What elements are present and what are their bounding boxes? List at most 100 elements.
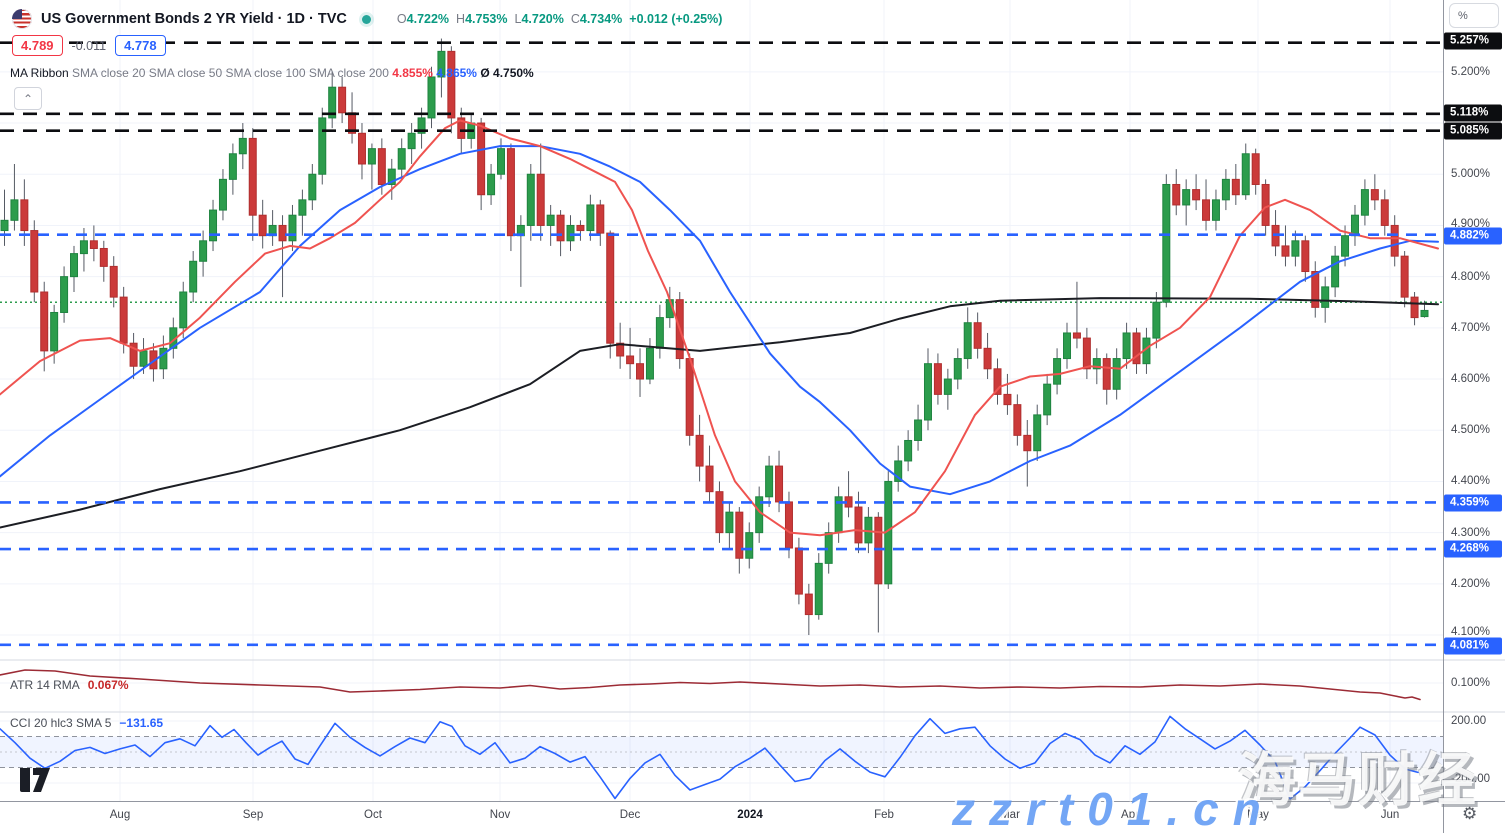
candle-body xyxy=(1003,393,1012,406)
candle-body xyxy=(566,224,575,242)
cci-legend[interactable]: CCI 20 hlc3 SMA 5 −131.65 xyxy=(10,716,164,730)
candle-body xyxy=(1202,199,1211,221)
candle-body xyxy=(685,358,694,436)
candle-body xyxy=(1400,255,1409,298)
candle-body xyxy=(854,506,863,544)
candle-body xyxy=(89,240,98,249)
candle-body xyxy=(1192,189,1201,201)
candle-body xyxy=(923,363,932,421)
candle-body xyxy=(318,117,327,175)
candle-body xyxy=(1221,178,1230,201)
candle-body xyxy=(1341,235,1350,257)
candle-body xyxy=(943,378,952,395)
candle-body xyxy=(1122,332,1131,360)
change-value: +0.012 (+0.25%) xyxy=(629,12,723,26)
market-status-dot-icon xyxy=(361,14,371,24)
buy-price-button[interactable]: 4.778 xyxy=(115,35,166,56)
sma50-value: 4.865% xyxy=(436,66,477,80)
candle-body xyxy=(933,363,942,395)
candle-body xyxy=(1082,337,1091,370)
candle-body xyxy=(50,311,59,352)
candle-body xyxy=(109,265,118,298)
price-axis[interactable]: % 5.257% 5.200% 5.118% 5.085% 5.000% 4.900% 4.… xyxy=(1443,0,1505,833)
candle-body xyxy=(397,148,406,170)
candle-body xyxy=(238,137,247,155)
candle-body xyxy=(1102,358,1111,390)
candle-body xyxy=(457,117,466,139)
ohlc-values: O4.722% H4.753% L4.720% C4.734% +0.012 (+0.2… xyxy=(396,12,723,26)
candle-body xyxy=(99,247,108,267)
time-axis-label: Apr xyxy=(1121,809,1139,821)
ma-ribbon-legend[interactable]: MA Ribbon SMA close 20 SMA close 50 SMA … xyxy=(10,66,534,80)
price-level-label: 4.268% xyxy=(1444,540,1502,558)
candle-body xyxy=(1261,183,1270,226)
chevron-up-icon: ⌃ xyxy=(22,91,34,106)
candle-body xyxy=(298,199,307,216)
price-axis-label: -200.00 xyxy=(1451,773,1491,785)
price-level-label: 4.081% xyxy=(1444,637,1502,655)
time-axis-label: 2024 xyxy=(737,809,763,821)
candle-body xyxy=(70,253,79,278)
candle-body xyxy=(705,465,714,493)
candle-body xyxy=(1281,245,1290,257)
candle-body xyxy=(874,516,883,585)
price-level-label: 5.118% xyxy=(1444,104,1502,122)
candle-body xyxy=(477,122,486,196)
cci-line xyxy=(0,715,1419,800)
candle-body xyxy=(1380,199,1389,226)
gear-icon[interactable]: ⚙ xyxy=(1462,804,1478,823)
candle-body xyxy=(1231,178,1240,196)
axis-unit-button[interactable]: % xyxy=(1449,3,1499,28)
candle-body xyxy=(1370,189,1379,201)
candle-body xyxy=(765,465,774,498)
candle-body xyxy=(407,132,416,150)
time-axis-label: Jun xyxy=(1380,809,1400,821)
candle-body xyxy=(1311,271,1320,308)
candle-body xyxy=(655,317,664,349)
price-axis-label: 4.300% xyxy=(1451,527,1491,539)
candle-body xyxy=(745,532,754,559)
sma20-line xyxy=(0,119,1439,537)
candle-body xyxy=(0,219,9,232)
candle-body xyxy=(308,173,317,201)
candle-body xyxy=(159,347,168,370)
sell-price-button[interactable]: 4.789 xyxy=(12,35,63,56)
candle-body xyxy=(377,148,386,185)
price-axis-label: 4.700% xyxy=(1451,322,1491,334)
candle-body xyxy=(417,117,426,134)
candle-body xyxy=(209,209,218,242)
candle-body xyxy=(1162,183,1171,303)
candle-body xyxy=(894,460,903,482)
candle-body xyxy=(179,291,188,329)
candle-body xyxy=(794,547,803,595)
candle-body xyxy=(367,148,376,165)
price-axis-label: 4.400% xyxy=(1451,475,1491,487)
candle-body xyxy=(914,419,923,441)
candle-body xyxy=(1241,153,1250,196)
time-axis[interactable]: Aug Sep Oct Nov Dec 2024 Feb Mar Apr May Jun xyxy=(0,801,1443,833)
candle-body xyxy=(1251,153,1260,185)
us-flag-icon xyxy=(12,9,32,29)
candle-body xyxy=(1063,332,1072,360)
time-axis-label: Oct xyxy=(364,809,382,821)
time-axis-label: Sep xyxy=(242,809,264,821)
candle-body xyxy=(139,350,148,367)
candle-body xyxy=(338,86,347,114)
legend-collapse-button[interactable]: ⌃ xyxy=(14,87,42,110)
candle-body xyxy=(536,173,545,226)
candle-body xyxy=(357,132,366,165)
symbol-title[interactable]: US Government Bonds 2 YR Yield · 1D · TV… xyxy=(41,11,347,27)
tradingview-logo-icon[interactable] xyxy=(18,766,52,794)
atr-legend[interactable]: ATR 14 RMA 0.067% xyxy=(10,678,129,692)
candle-body xyxy=(606,232,615,344)
candle-body xyxy=(20,199,29,232)
candle-body xyxy=(199,240,208,262)
candle-body xyxy=(1350,214,1359,237)
watermark-site: zzrt01.cn xyxy=(952,783,1275,833)
candle-body xyxy=(119,296,128,344)
candle-body xyxy=(1092,358,1101,370)
candle-body xyxy=(60,276,69,313)
candle-body xyxy=(1152,301,1161,339)
